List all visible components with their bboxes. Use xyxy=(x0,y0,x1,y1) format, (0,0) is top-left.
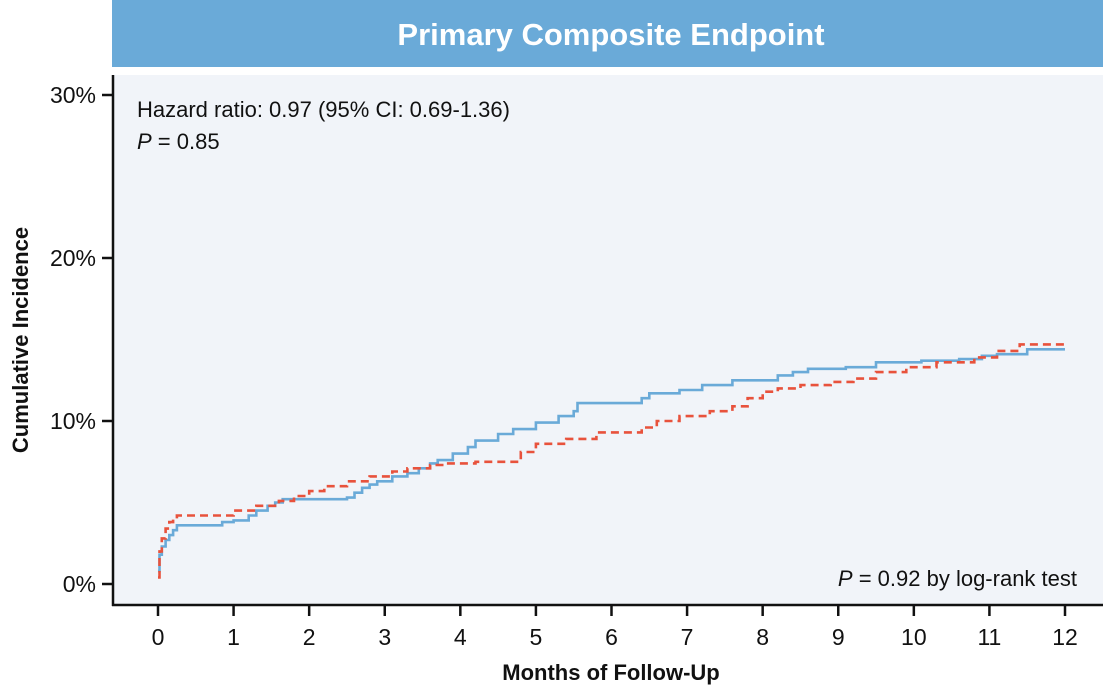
logrank-p-value: = 0.92 by log-rank test xyxy=(853,566,1077,591)
series-layer xyxy=(158,342,1067,579)
x-tick-label: 9 xyxy=(832,624,845,650)
y-tick-label: 10% xyxy=(50,408,96,434)
x-ticks: 0 1 2 3 4 5 6 7 8 9 10 11 12 xyxy=(152,605,1078,650)
x-tick-label: 6 xyxy=(605,624,618,650)
x-tick-label: 2 xyxy=(303,624,316,650)
y-tick-label: 0% xyxy=(63,571,96,597)
p-value-label: P xyxy=(137,129,152,154)
x-tick-label: 8 xyxy=(756,624,769,650)
y-axis-title: Cumulative Incidence xyxy=(8,227,33,453)
x-axis-title: Months of Follow-Up xyxy=(502,660,720,685)
series-line-1 xyxy=(158,348,1065,573)
y-tick-label: 20% xyxy=(50,245,96,271)
axes-layer xyxy=(111,75,1103,607)
logrank-text: P = 0.92 by log-rank test xyxy=(838,566,1077,591)
title-banner xyxy=(112,0,1103,67)
plot-area xyxy=(113,75,1103,605)
y-tick-label: 30% xyxy=(50,82,96,108)
x-tick-label: 10 xyxy=(901,624,927,650)
p-value-text: P = 0.85 xyxy=(137,129,220,154)
series-line-2 xyxy=(158,342,1067,579)
p-value-number: = 0.85 xyxy=(152,129,220,154)
hazard-ratio-text: Hazard ratio: 0.97 (95% CI: 0.69-1.36) xyxy=(137,97,510,122)
x-tick-label: 12 xyxy=(1052,624,1078,650)
x-tick-label: 0 xyxy=(152,624,165,650)
x-tick-label: 11 xyxy=(977,624,1001,650)
chart-title: Primary Composite Endpoint xyxy=(397,17,824,52)
logrank-p-label: P xyxy=(838,566,853,591)
x-tick-label: 7 xyxy=(681,624,694,650)
x-tick-label: 5 xyxy=(530,624,543,650)
y-ticks: 0% 10% 20% 30% xyxy=(50,82,113,597)
x-tick-label: 4 xyxy=(454,624,467,650)
x-tick-label: 1 xyxy=(227,624,240,650)
x-tick-label: 3 xyxy=(378,624,391,650)
